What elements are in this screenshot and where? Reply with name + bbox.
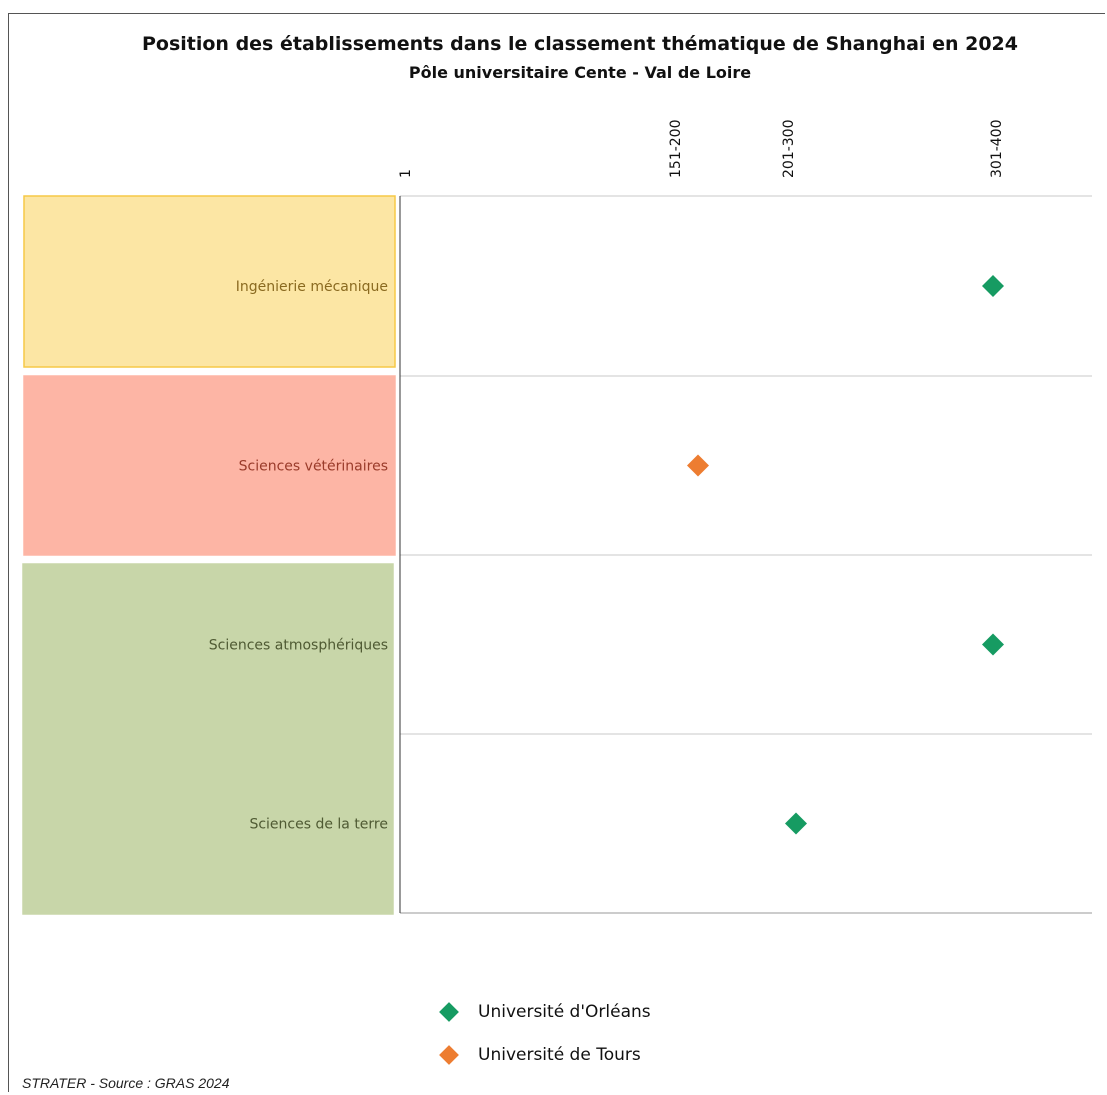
data-point-diamond	[982, 275, 1004, 297]
legend-item-orleans: Université d'Orléans	[438, 990, 651, 1033]
legend-diamond-icon	[439, 1001, 459, 1022]
category-box	[22, 563, 394, 915]
category-box	[23, 375, 396, 556]
legend-label: Université d'Orléans	[478, 1001, 651, 1022]
category-label: Sciences vétérinaires	[239, 459, 388, 475]
x-tick-label: 1	[398, 169, 414, 178]
category-label: Sciences de la terre	[249, 817, 388, 833]
chart-title: Position des établissements dans le clas…	[141, 33, 1018, 55]
category-label: Sciences atmosphériques	[209, 638, 388, 654]
legend-diamond-icon	[439, 1044, 459, 1065]
legend-item-tours: Université de Tours	[438, 1033, 651, 1076]
category-label: Ingénierie mécanique	[236, 279, 388, 295]
data-point-diamond	[785, 812, 807, 835]
legend-label: Université de Tours	[478, 1044, 641, 1065]
category-box	[23, 195, 396, 368]
x-tick-label: 151-200	[668, 120, 684, 179]
chart-subtitle: Pôle universitaire Cente - Val de Loire	[408, 63, 752, 82]
x-tick-label: 301-400	[989, 120, 1005, 179]
legend: Université d'Orléans Université de Tours	[438, 990, 651, 1076]
source-note: STRATER - Source : GRAS 2024	[22, 1075, 230, 1091]
x-tick-label: 201-300	[781, 120, 797, 179]
data-point-diamond	[687, 454, 709, 477]
data-point-diamond	[982, 633, 1004, 656]
chart-frame	[8, 13, 1105, 1092]
